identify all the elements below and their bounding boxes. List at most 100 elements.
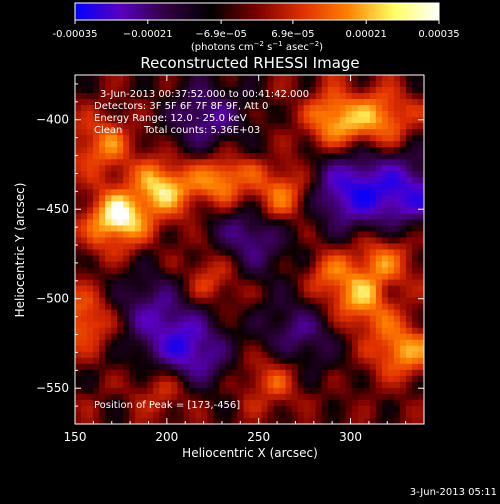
heatmap-cell (369, 93, 377, 100)
heatmap-cell (273, 291, 281, 299)
heatmap-cell (81, 123, 88, 130)
heatmap-cell (207, 147, 214, 154)
heatmap-cell (363, 375, 371, 383)
heatmap-cell (219, 399, 227, 407)
heatmap-cell (405, 417, 413, 424)
heatmap-cell (417, 375, 424, 383)
heatmap-cell (165, 171, 172, 178)
heatmap-cell (357, 165, 365, 172)
heatmap-cell (81, 345, 88, 353)
heatmap-cell (399, 207, 407, 214)
heatmap-cell (213, 345, 221, 353)
heatmap-cell (93, 375, 100, 383)
heatmap-cell (363, 159, 371, 166)
heatmap-cell (339, 225, 347, 233)
heatmap-cell (213, 231, 221, 239)
heatmap-cell (189, 357, 196, 365)
heatmap-cell (207, 159, 214, 166)
heatmap-cell (345, 249, 353, 257)
heatmap-cell (177, 225, 184, 233)
heatmap-cell (153, 87, 160, 94)
heatmap-cell (411, 381, 419, 389)
heatmap-cell (417, 111, 424, 118)
heatmap-cell (303, 375, 311, 383)
heatmap-cell (303, 99, 311, 106)
heatmap-cell (351, 231, 359, 239)
heatmap-cell (321, 195, 329, 202)
heatmap-cell (87, 165, 94, 172)
heatmap-cell (333, 147, 341, 154)
heatmap-cell (153, 105, 160, 112)
heatmap-cell (309, 147, 317, 154)
heatmap-cell (261, 195, 269, 202)
heatmap-cell (225, 399, 233, 407)
heatmap-cell (123, 87, 130, 94)
heatmap-cell (369, 201, 377, 208)
heatmap-cell (75, 381, 82, 389)
heatmap-cell (405, 363, 413, 371)
heatmap-cell (231, 399, 239, 407)
heatmap-cell (153, 123, 160, 130)
heatmap-cell (147, 231, 154, 239)
heatmap-cell (261, 141, 269, 148)
heatmap-cell (375, 231, 383, 239)
heatmap-cell (249, 345, 257, 353)
heatmap-cell (93, 177, 100, 184)
heatmap-cell (249, 225, 257, 233)
heatmap-cell (165, 183, 172, 190)
heatmap-cell (165, 327, 172, 335)
heatmap-cell (159, 225, 166, 233)
heatmap-cell (141, 99, 148, 106)
heatmap-cell (399, 369, 407, 377)
heatmap-cell (339, 213, 347, 221)
heatmap-cell (351, 165, 359, 172)
heatmap-cell (375, 291, 383, 299)
heatmap-cell (81, 255, 88, 263)
heatmap-cell (183, 243, 190, 251)
heatmap-cell (195, 81, 202, 88)
heatmap-cell (129, 171, 136, 178)
heatmap-cell (105, 339, 112, 347)
heatmap-cell (411, 339, 419, 347)
heatmap-cell (387, 129, 395, 136)
heatmap-cell (195, 111, 202, 118)
heatmap-cell (405, 315, 413, 323)
heatmap-cell (117, 339, 124, 347)
heatmap-cell (267, 333, 275, 341)
heatmap-cell (255, 369, 263, 377)
heatmap-cell (249, 213, 257, 221)
heatmap-cell (81, 159, 88, 166)
heatmap-cell (333, 249, 341, 257)
heatmap-cell (321, 249, 329, 257)
heatmap-cell (339, 321, 347, 329)
heatmap-cell (255, 207, 263, 214)
heatmap-cell (381, 339, 389, 347)
heatmap-cell (105, 99, 112, 106)
heatmap-cell (165, 237, 172, 245)
heatmap-cell (393, 285, 401, 293)
heatmap-cell (219, 339, 227, 347)
heatmap-cell (375, 249, 383, 257)
heatmap-cell (369, 177, 377, 184)
heatmap-cell (279, 87, 287, 94)
heatmap-cell (207, 285, 214, 293)
heatmap-cell (297, 333, 305, 341)
heatmap-cell (357, 387, 365, 395)
heatmap-cell (267, 87, 275, 94)
footer-timestamp: 3-Jun-2013 05:11 (410, 487, 497, 498)
heatmap-cell (261, 393, 269, 401)
heatmap-cell (213, 135, 221, 142)
heatmap-cell (141, 285, 148, 293)
heatmap-cell (315, 399, 323, 407)
heatmap-cell (303, 369, 311, 377)
heatmap-cell (87, 153, 94, 160)
heatmap-cell (357, 339, 365, 347)
heatmap-cell (171, 105, 178, 112)
heatmap-cell (99, 141, 106, 148)
heatmap-cell (177, 381, 184, 389)
heatmap-cell (279, 327, 287, 335)
heatmap-cell (405, 393, 413, 401)
heatmap-cell (99, 117, 106, 124)
heatmap-cell (87, 237, 94, 245)
heatmap-cell (357, 375, 365, 383)
